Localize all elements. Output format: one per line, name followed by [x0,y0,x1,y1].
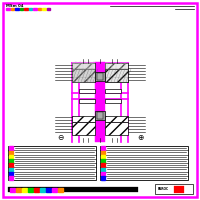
Bar [72,63,95,69]
Text: ⊕: ⊕ [137,132,143,142]
Bar [9,159,12,163]
Bar [174,186,184,192]
Bar [9,176,12,180]
Bar [105,116,128,122]
Bar [101,151,104,154]
Bar [10,188,14,192]
Bar [16,188,21,192]
Bar [40,188,44,192]
Text: PAROC: PAROC [158,187,169,191]
Bar [95,111,105,120]
Bar [72,116,95,122]
Bar [72,122,95,135]
Bar [9,168,12,171]
Bar [58,188,62,192]
Bar [79,99,95,103]
Bar [15,8,18,9]
Bar [29,8,32,9]
Text: ⊖: ⊖ [57,132,63,142]
Bar [52,188,57,192]
Bar [9,155,12,158]
Bar [100,146,188,180]
Bar [33,8,36,9]
Bar [95,72,105,81]
Bar [9,151,12,154]
Bar [101,159,104,163]
Bar [42,8,46,9]
Bar [95,62,105,142]
Bar [46,188,50,192]
Bar [34,188,38,192]
Bar [9,146,12,150]
Bar [28,188,32,192]
Bar [155,184,193,194]
Bar [101,172,104,175]
Text: MSm 04: MSm 04 [6,4,23,8]
Bar [20,8,23,9]
Bar [6,8,10,9]
Bar [38,8,41,9]
Bar [105,89,121,93]
Bar [105,99,121,103]
Bar [72,69,95,82]
Bar [8,146,96,180]
Bar [72,63,95,69]
Bar [101,168,104,171]
Bar [9,172,12,175]
Bar [101,146,104,150]
Bar [72,69,95,82]
Bar [101,155,104,158]
Bar [9,163,12,167]
Bar [105,69,128,82]
Bar [105,122,128,135]
Bar [24,8,28,9]
Bar [97,112,103,119]
Bar [8,187,138,192]
Bar [46,8,50,9]
Bar [105,63,128,69]
Bar [101,176,104,180]
Bar [101,163,104,167]
Bar [105,69,128,82]
Bar [22,188,26,192]
Bar [79,89,95,93]
Bar [10,8,14,9]
Bar [97,73,103,80]
Bar [105,63,128,69]
